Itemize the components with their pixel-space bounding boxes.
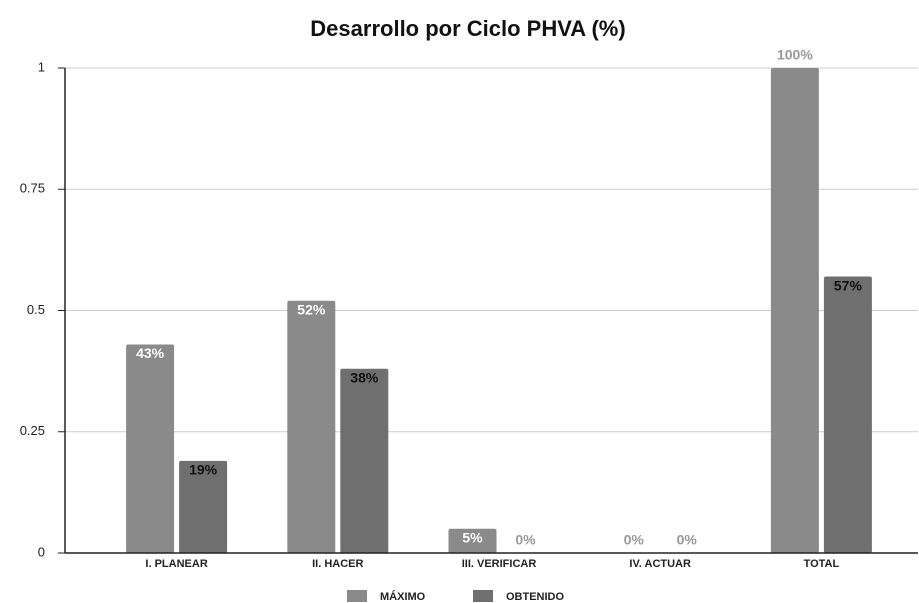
x-tick-label: IV. ACTUAR xyxy=(629,558,691,570)
bar xyxy=(770,68,819,553)
y-tick-label: 0 xyxy=(38,544,45,559)
data-label: 19% xyxy=(189,462,218,478)
data-label: 52% xyxy=(297,302,326,318)
bar xyxy=(126,344,175,553)
data-label: 57% xyxy=(834,277,863,293)
y-tick-label: 0.5 xyxy=(27,302,45,317)
bar xyxy=(823,276,872,553)
bar xyxy=(448,528,497,553)
data-label: 0% xyxy=(677,532,698,548)
x-tick-label: II. HACER xyxy=(312,558,363,570)
data-label: 0% xyxy=(515,532,536,548)
bar xyxy=(340,368,389,553)
chart-title: Desarrollo por Ciclo PHVA (%) xyxy=(310,16,625,41)
bar xyxy=(287,300,336,553)
y-tick-label: 1 xyxy=(38,59,45,74)
legend-swatch xyxy=(347,590,367,602)
legend-swatch xyxy=(473,590,493,602)
data-label: 38% xyxy=(350,369,379,385)
legend-label: MÁXIMO xyxy=(380,590,426,603)
legend-label: OBTENIDO xyxy=(506,591,565,603)
y-tick-label: 0.75 xyxy=(20,181,45,196)
data-label: 5% xyxy=(462,529,483,545)
x-tick-label: III. VERIFICAR xyxy=(462,558,537,570)
x-tick-label: I. PLANEAR xyxy=(145,558,207,570)
data-label: 100% xyxy=(777,47,813,63)
bar xyxy=(179,460,228,553)
data-label: 43% xyxy=(136,345,165,361)
y-tick-label: 0.25 xyxy=(20,423,45,438)
x-tick-label: TOTAL xyxy=(804,558,840,570)
data-label: 0% xyxy=(624,532,645,548)
